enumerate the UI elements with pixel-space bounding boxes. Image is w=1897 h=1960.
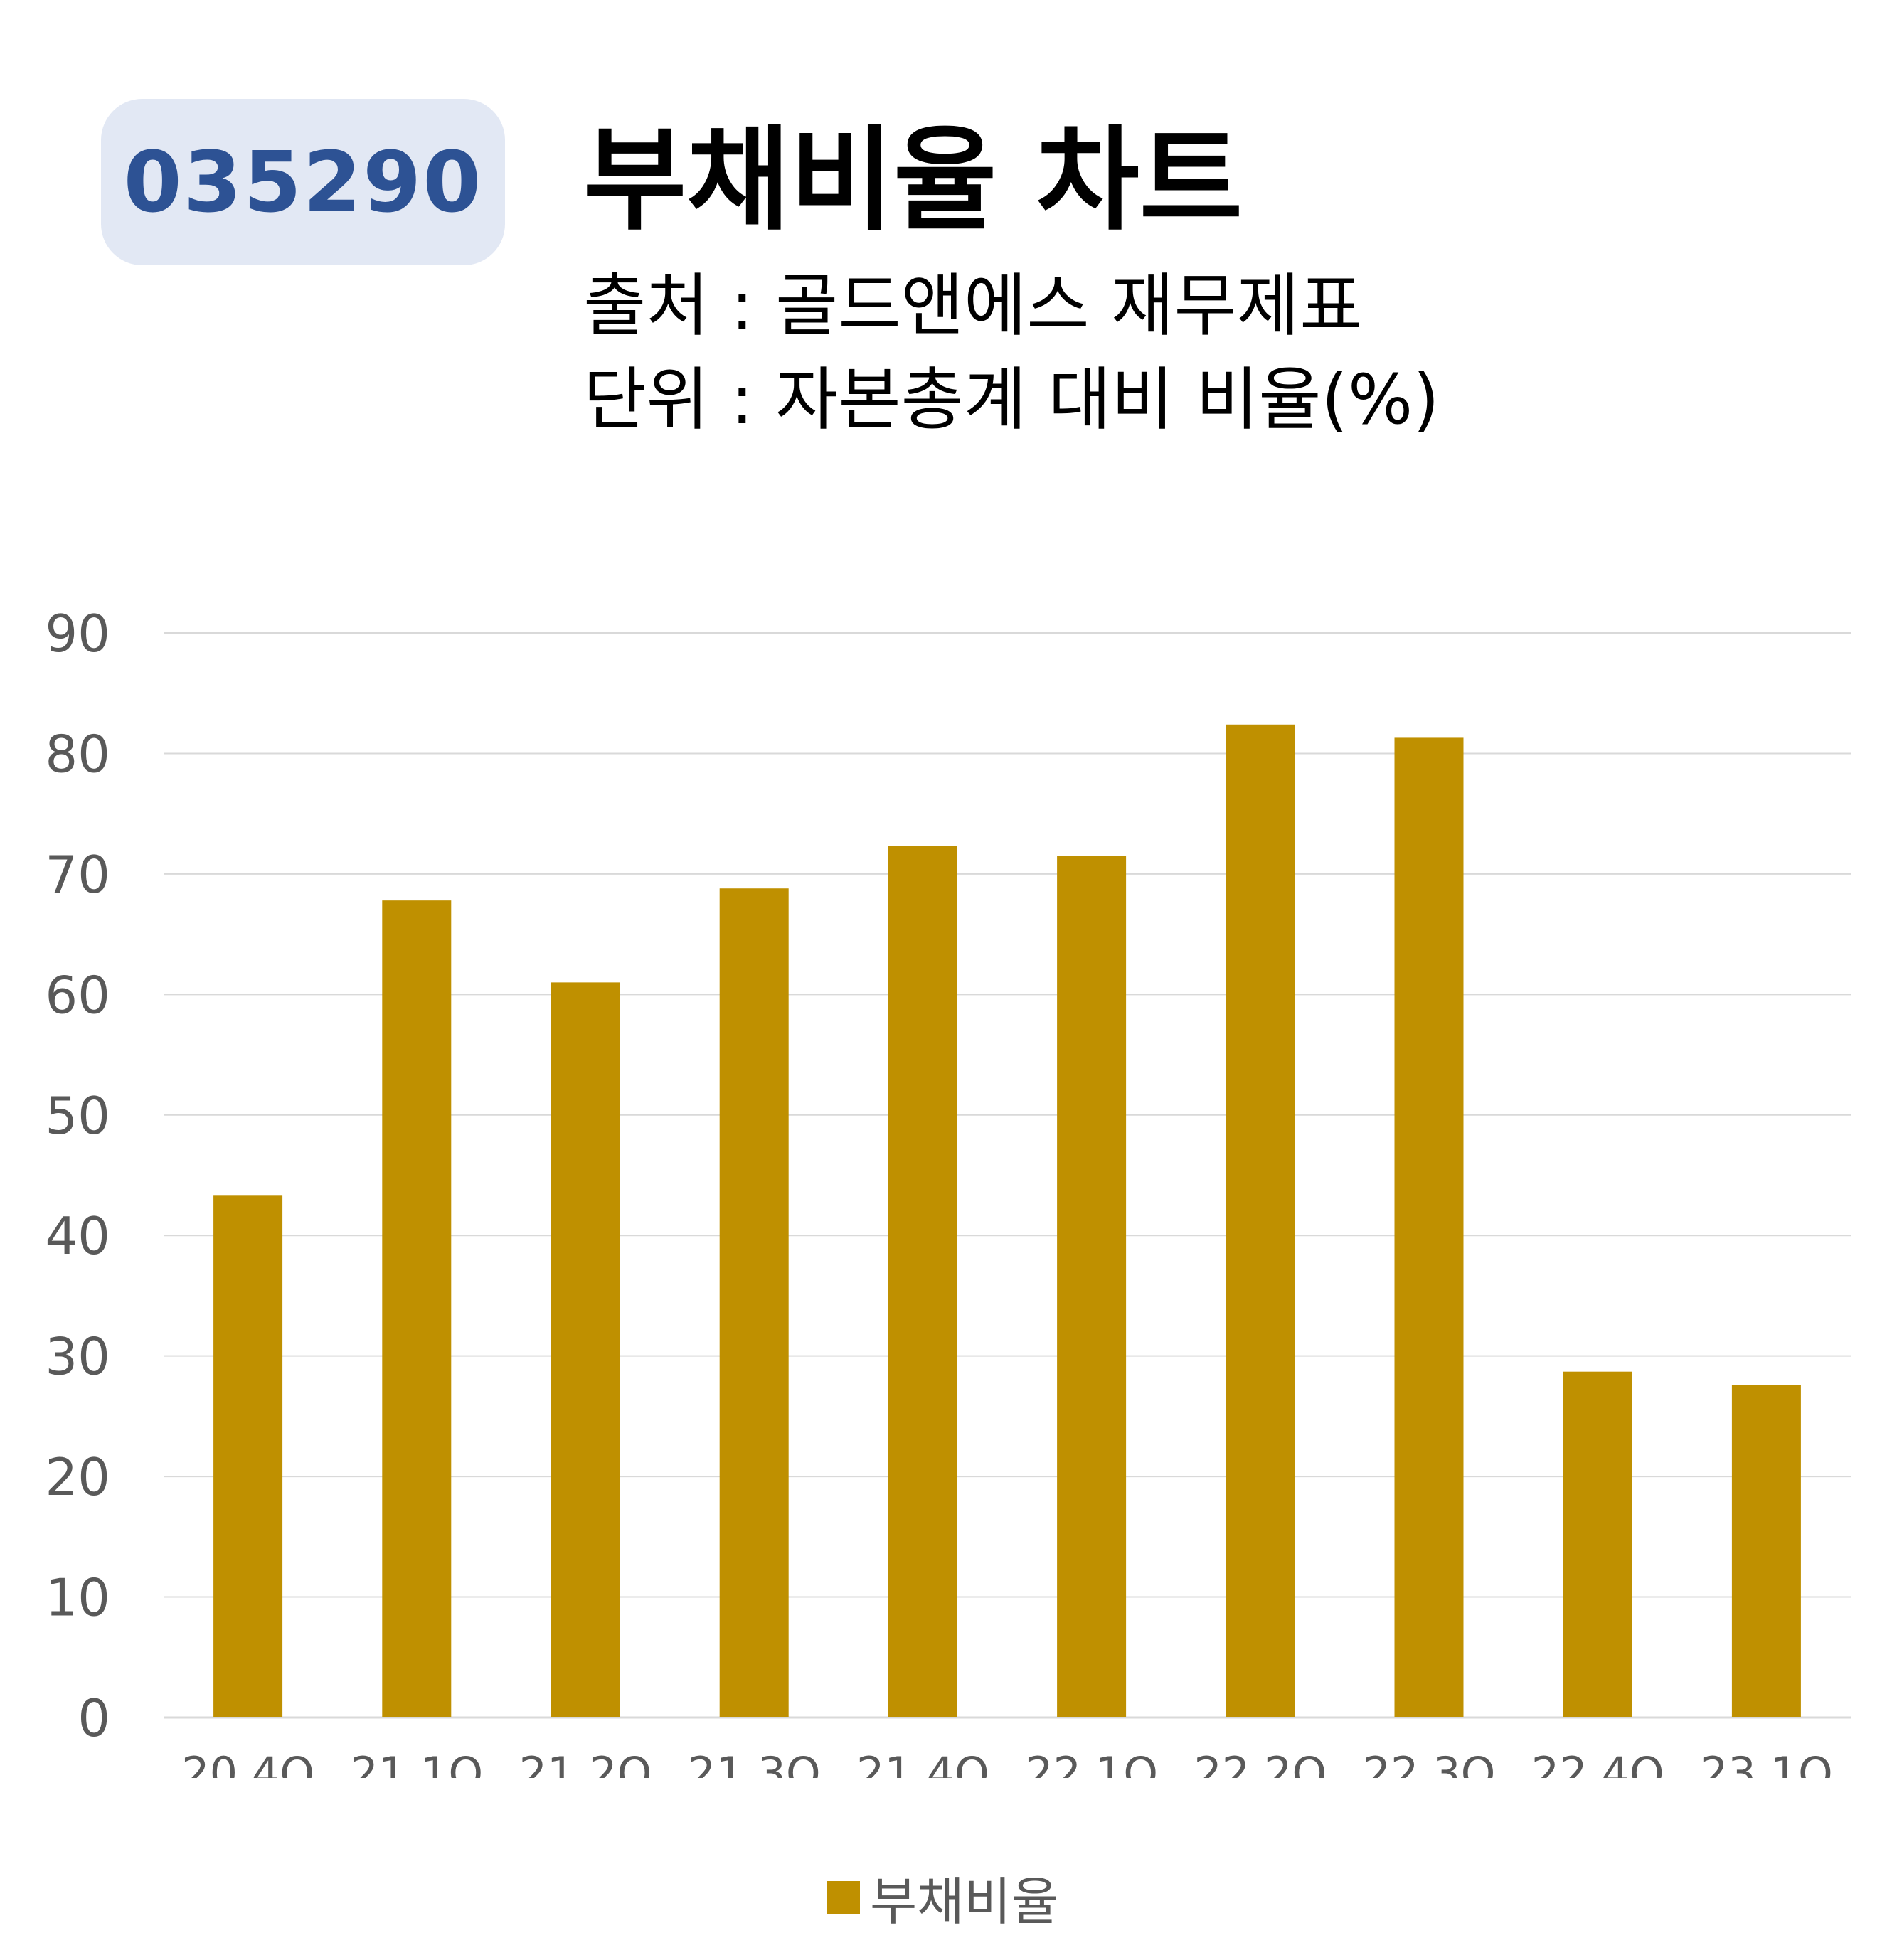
y-tick-label: 20 (45, 1447, 110, 1507)
x-tick-label: 21.1Q (350, 1747, 483, 1778)
legend: 부채비율 (827, 1860, 1058, 1934)
bar (1226, 724, 1295, 1717)
bar (382, 900, 452, 1717)
x-tick-label: 21.2Q (519, 1747, 652, 1778)
y-tick-label: 40 (45, 1206, 110, 1266)
y-tick-label: 80 (45, 724, 110, 784)
source-note: 출처 : 골드앤에스 재무제표 (583, 266, 1363, 346)
y-tick-label: 60 (45, 965, 110, 1025)
x-tick-label: 22.1Q (1025, 1747, 1158, 1778)
bar (719, 888, 789, 1717)
bar-chart: 0 10 20 30 40 50 60 70 80 90 20.4Q 21.1Q 21.2Q 21.3Q… (45, 604, 1851, 1778)
y-tick-label: 0 (78, 1688, 110, 1748)
x-axis-tick-labels: 20.4Q 21.1Q 21.2Q 21.3Q 21.4Q 22.1Q 22.2Q 22.3Q… (181, 1747, 1833, 1778)
bars (213, 724, 1801, 1717)
legend-swatch (827, 1880, 860, 1914)
y-tick-label: 10 (45, 1568, 110, 1628)
x-tick-label: 21.4Q (856, 1747, 989, 1778)
bar (1731, 1385, 1801, 1717)
bar (1563, 1371, 1632, 1717)
bar (888, 846, 957, 1717)
unit-note: 단위 : 자본총계 대비 비율(%) (583, 360, 1440, 440)
bar (1394, 737, 1464, 1717)
x-tick-label: 21.3Q (688, 1747, 821, 1778)
y-tick-label: 50 (45, 1086, 110, 1146)
chart-title: 부채비율 차트 (583, 115, 1243, 246)
bar (551, 982, 620, 1717)
y-axis-tick-labels: 0 10 20 30 40 50 60 70 80 90 (45, 604, 110, 1748)
y-tick-label: 90 (45, 604, 110, 664)
y-tick-label: 70 (45, 845, 110, 905)
bar (213, 1195, 283, 1717)
y-tick-label: 30 (45, 1327, 110, 1387)
x-tick-label: 20.4Q (181, 1747, 314, 1778)
x-tick-label: 22.2Q (1194, 1747, 1327, 1778)
stock-code-badge: 035290 (101, 99, 505, 265)
x-tick-label: 22.4Q (1531, 1747, 1664, 1778)
bar (1057, 856, 1127, 1717)
x-tick-label: 23.1Q (1700, 1747, 1833, 1778)
legend-label: 부채비율 (870, 1872, 1058, 1932)
x-tick-label: 22.3Q (1363, 1747, 1496, 1778)
